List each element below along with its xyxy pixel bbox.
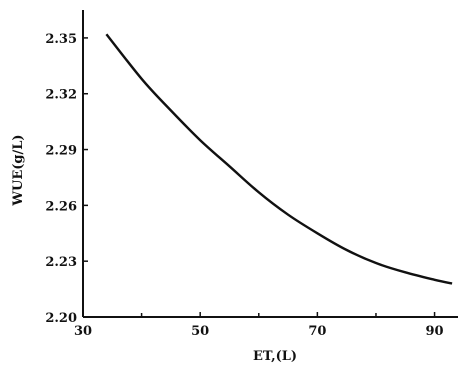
x-tick-label: 90 [426,324,444,339]
x-tick-label: 70 [308,324,326,339]
x-tick-label: 50 [191,324,209,339]
y-tick-label: 2.20 [45,311,77,326]
series [105,33,453,285]
axes [82,10,458,318]
ticks [82,37,436,318]
y-tick-label: 2.23 [45,255,77,270]
x-tick-label: 30 [74,324,92,339]
y-tick-label: 2.32 [45,88,77,103]
series-line [105,33,453,285]
y-tick-label: 2.29 [45,144,77,159]
tick-labels: 2.20 2.23 2.26 2.29 2.32 2.35 30 50 70 90 [45,32,443,339]
x-axis-title: ET,(L) [253,349,297,364]
y-tick-label: 2.26 [45,199,77,214]
y-tick-label: 2.35 [45,32,77,47]
y-axis-title: WUE(g/L) [11,134,26,206]
